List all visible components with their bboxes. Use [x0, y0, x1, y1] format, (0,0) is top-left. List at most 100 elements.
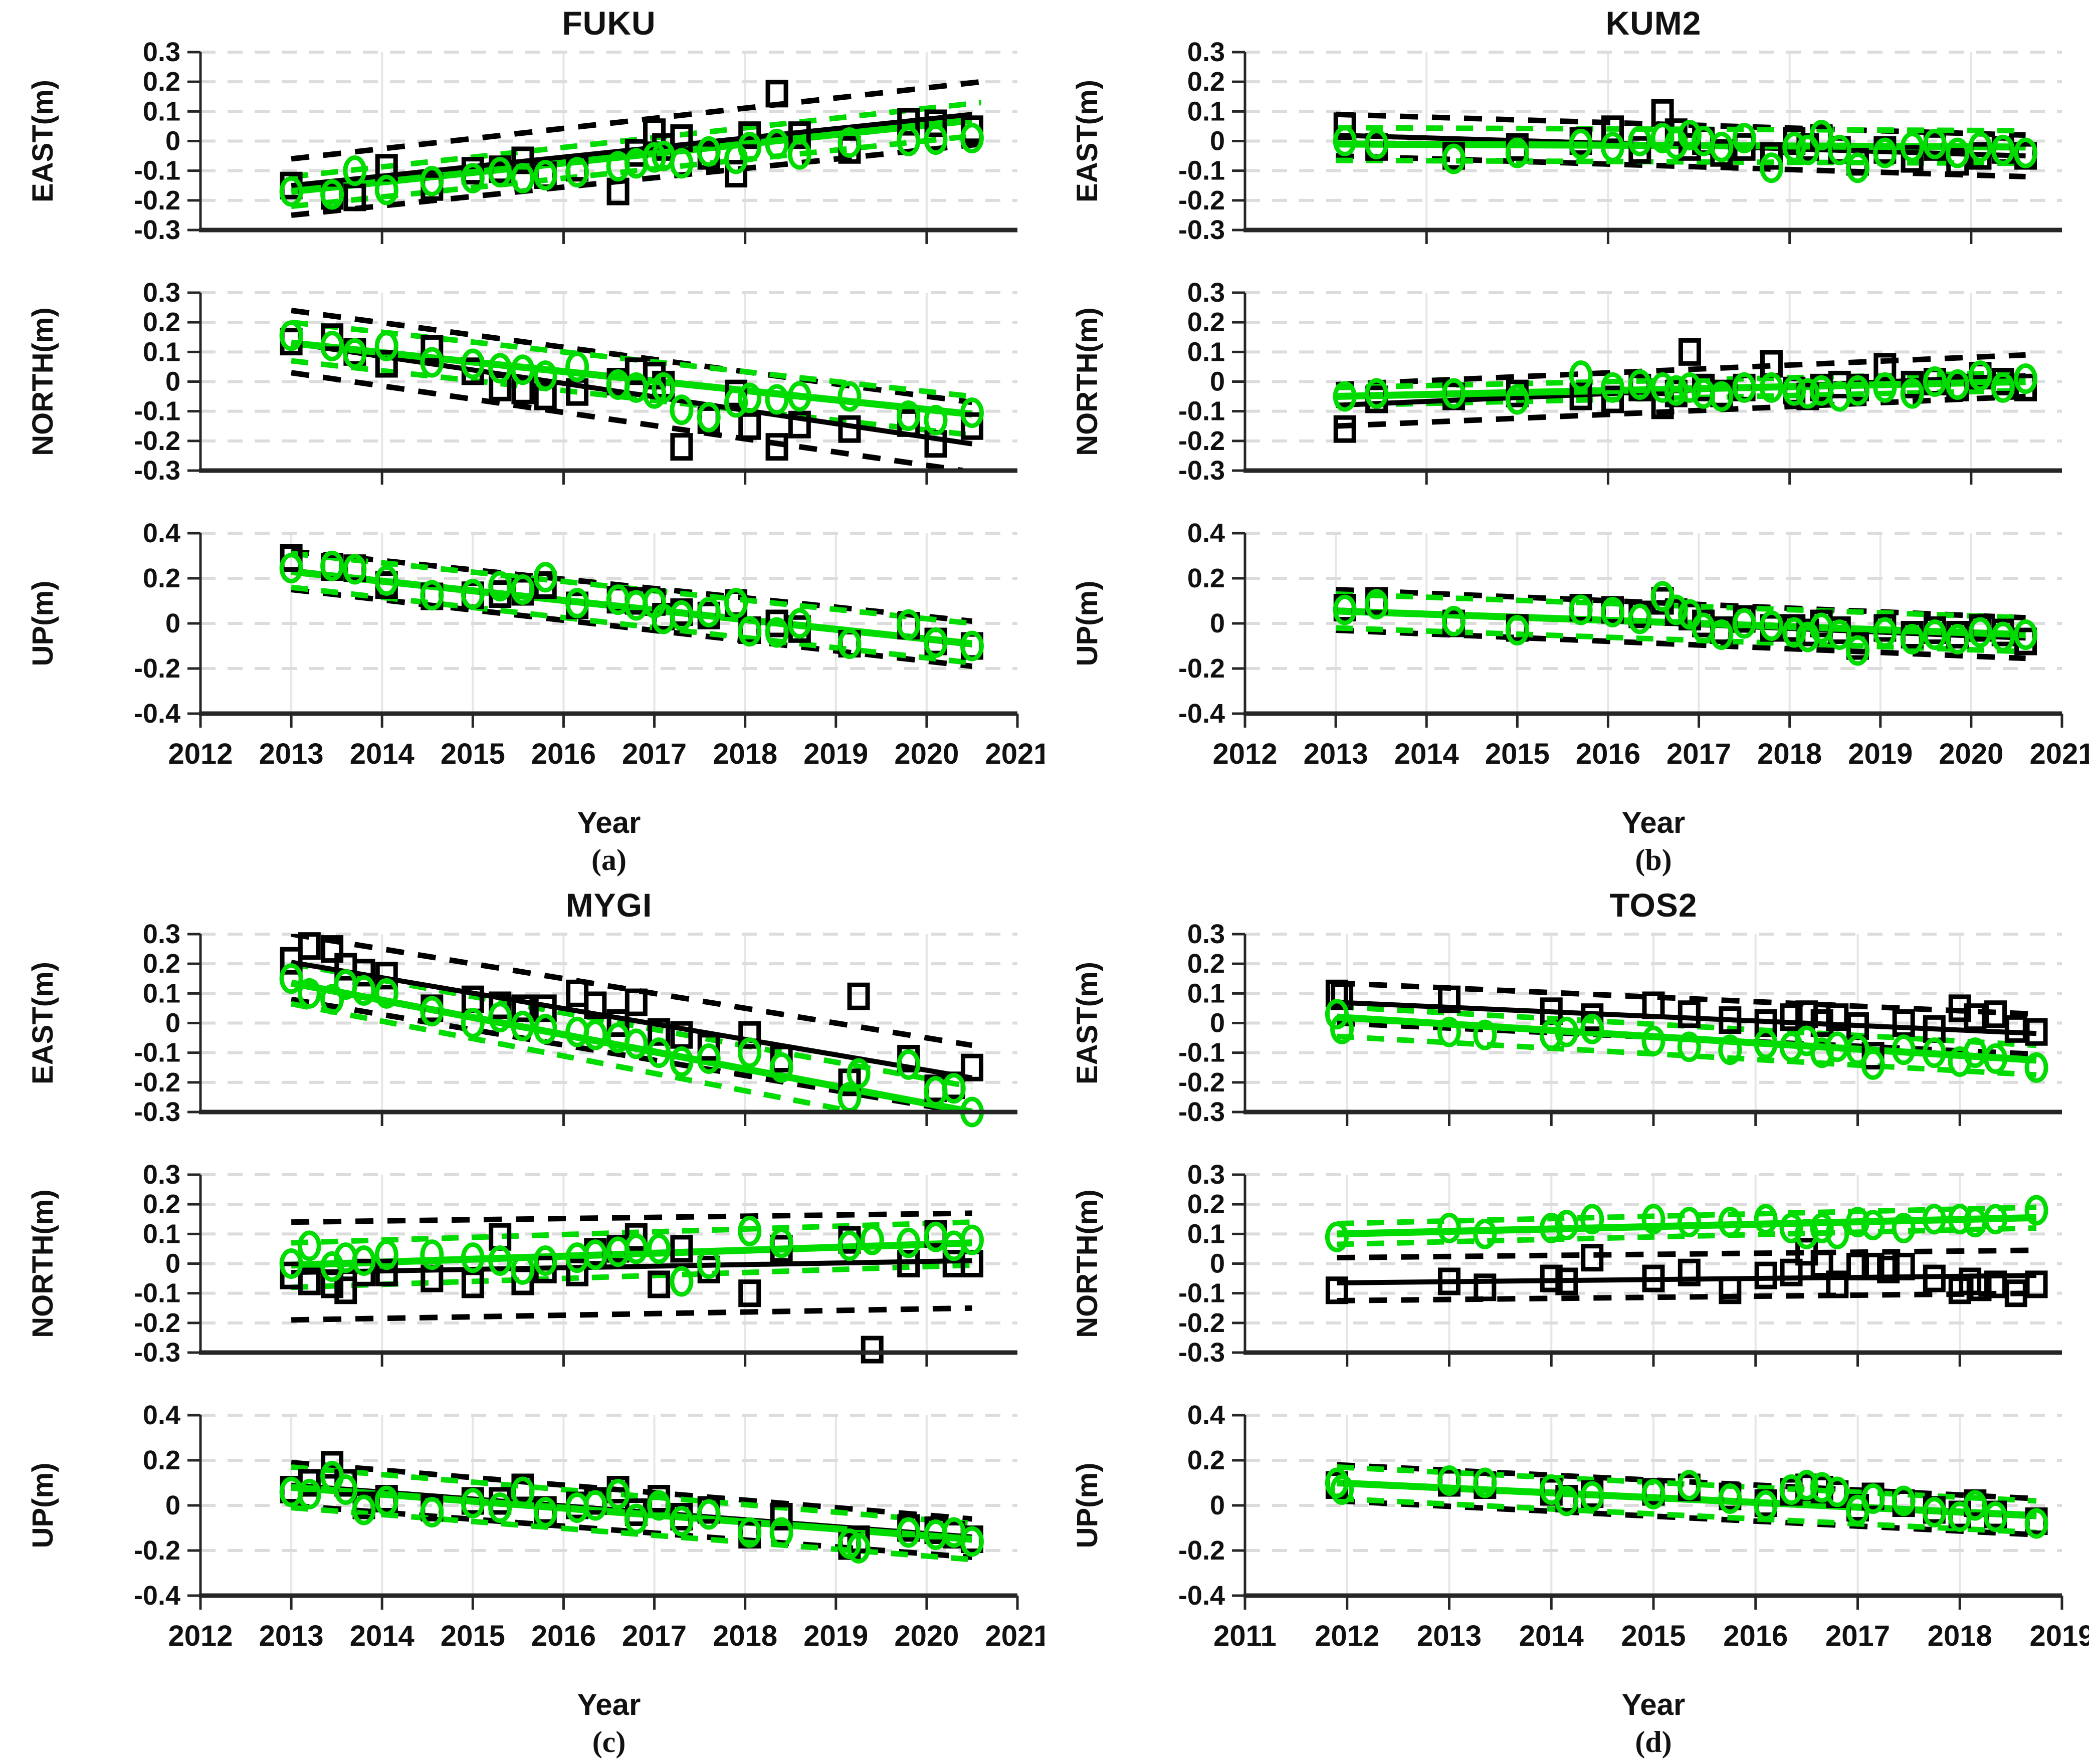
svg-text:2014: 2014 — [1394, 738, 1459, 770]
svg-text:0.2: 0.2 — [143, 949, 180, 979]
svg-text:NORTH(m): NORTH(m) — [1071, 1189, 1104, 1338]
svg-text:-0.3: -0.3 — [1178, 456, 1225, 486]
svg-text:2019: 2019 — [803, 738, 868, 770]
axis-labels: 0.30.20.10-0.1-0.2-0.3 EAST(m) — [27, 42, 180, 245]
axis-labels: 0.30.20.10-0.1-0.2-0.3 EAST(m) — [1071, 924, 1225, 1127]
tos2-east-plot: 0.30.20.10-0.1-0.2-0.3 EAST(m) — [1071, 924, 2062, 1127]
svg-text:2018: 2018 — [1757, 738, 1822, 770]
axes — [1232, 51, 2062, 244]
svg-text:0.3: 0.3 — [143, 1165, 180, 1190]
confidence-and-trend-lines — [1337, 1204, 2037, 1303]
fuku-north-plot: 0.30.20.10-0.1-0.2-0.3 NORTH(m) — [27, 283, 1017, 486]
confidence-and-trend-lines — [1336, 980, 2037, 1078]
svg-text:0.1: 0.1 — [143, 1219, 180, 1249]
gridlines — [200, 1414, 1017, 1597]
svg-text:0.2: 0.2 — [1187, 563, 1225, 593]
svg-text:UP(m): UP(m) — [1071, 581, 1104, 667]
svg-text:-0.4: -0.4 — [1178, 1581, 1225, 1611]
svg-text:0.4: 0.4 — [1187, 1405, 1225, 1430]
svg-text:2012: 2012 — [1315, 1620, 1379, 1652]
svg-text:0: 0 — [165, 126, 180, 156]
svg-text:-0.2: -0.2 — [134, 653, 180, 684]
axes — [187, 1414, 1019, 1610]
svg-text:-0.1: -0.1 — [134, 1038, 180, 1068]
axis-labels: 0.30.20.10-0.1-0.2-0.3 NORTH(m) — [1071, 283, 1225, 486]
svg-text:0: 0 — [165, 1490, 180, 1520]
panel-a: FUKU 0.3 0.2 0.1 0 -0.1 -0.2 -0.3 EAST(m) 0.3 0.2… — [0, 0, 1044, 882]
panel-b: KUM2 0.3 0.2 0.1 0 -0.1 -0.2 -0.3 EAST(m) 0.3 0.2… — [1044, 0, 2089, 882]
svg-text:-0.1: -0.1 — [1178, 1038, 1225, 1068]
svg-text:-0.2: -0.2 — [134, 426, 180, 456]
svg-text:0.3: 0.3 — [1187, 42, 1225, 67]
svg-text:0: 0 — [1210, 1008, 1225, 1038]
svg-text:2015: 2015 — [1485, 738, 1550, 770]
axes — [187, 291, 1017, 485]
svg-text:0.1: 0.1 — [1187, 978, 1225, 1008]
black-square-markers — [1325, 979, 2048, 1070]
axes — [1232, 1414, 2063, 1610]
x-axis-label: Year — [577, 806, 641, 839]
svg-text:EAST(m): EAST(m) — [1071, 80, 1104, 202]
svg-text:2015: 2015 — [441, 738, 505, 770]
svg-text:-0.2: -0.2 — [134, 1067, 180, 1097]
svg-text:0: 0 — [1210, 126, 1225, 156]
svg-text:0.4: 0.4 — [143, 1405, 180, 1430]
axes — [187, 1173, 1017, 1367]
svg-text:0.1: 0.1 — [143, 96, 180, 126]
x-axis-label: Year — [1621, 806, 1686, 839]
panel-c: MYGI 0.3 0.2 0.1 0 -0.1 -0.2 -0.3 EAST(m) 0.3 0.2… — [0, 882, 1044, 1764]
green-circle-markers — [279, 123, 984, 210]
svg-text:0.2: 0.2 — [1187, 67, 1225, 97]
svg-text:-0.4: -0.4 — [134, 1581, 180, 1611]
axes — [187, 532, 1019, 728]
svg-text:-0.3: -0.3 — [134, 1097, 180, 1127]
svg-text:0.3: 0.3 — [1187, 283, 1225, 308]
svg-text:2013: 2013 — [1417, 1620, 1482, 1652]
svg-text:NORTH(m): NORTH(m) — [1071, 307, 1104, 456]
svg-text:2016: 2016 — [531, 738, 596, 770]
svg-text:-0.4: -0.4 — [1178, 699, 1225, 729]
svg-text:-0.2: -0.2 — [1178, 426, 1225, 456]
svg-text:2020: 2020 — [1939, 738, 2003, 770]
svg-text:-0.3: -0.3 — [1178, 1338, 1225, 1368]
svg-text:0.2: 0.2 — [143, 1189, 180, 1219]
green-circle-markers — [279, 1215, 984, 1297]
axis-labels: 0.30.20.10-0.1-0.2-0.3 EAST(m) — [1071, 42, 1225, 245]
green-circle-markers — [279, 550, 984, 662]
svg-text:2014: 2014 — [350, 738, 414, 770]
svg-text:0.2: 0.2 — [143, 67, 180, 97]
axis-labels: 0.30.20.10-0.1-0.2-0.3 NORTH(m) — [27, 283, 180, 486]
svg-text:0.3: 0.3 — [143, 42, 180, 67]
svg-text:0.1: 0.1 — [1187, 1219, 1225, 1249]
x-axis-label: Year — [1621, 1688, 1686, 1721]
svg-text:-0.1: -0.1 — [134, 1278, 180, 1308]
axis-labels: 0.4 0.2 0 -0.2 -0.4 UP(m) 2011 2012 2013 2014 2015… — [1071, 1405, 2089, 1652]
svg-text:0.3: 0.3 — [143, 283, 180, 308]
fuku-east-plot: 0.30.20.10-0.1-0.2-0.3 EAST(m) — [27, 42, 1017, 245]
svg-text:0.1: 0.1 — [1187, 337, 1225, 367]
svg-text:0.2: 0.2 — [143, 1445, 180, 1475]
svg-text:UP(m): UP(m) — [27, 581, 59, 667]
svg-text:-0.3: -0.3 — [1178, 215, 1225, 245]
green-circle-markers — [279, 1461, 984, 1564]
svg-text:2020: 2020 — [894, 1620, 959, 1652]
kum2-east-plot: 0.30.20.10-0.1-0.2-0.3 EAST(m) — [1071, 42, 2062, 245]
kum2-north-plot: 0.30.20.10-0.1-0.2-0.3 NORTH(m) — [1071, 283, 2062, 486]
svg-text:2017: 2017 — [622, 1620, 687, 1652]
green-circle-markers — [1325, 1465, 2048, 1539]
svg-text:0: 0 — [165, 608, 180, 638]
axis-labels: 0.30.20.10-0.1-0.2-0.3 EAST(m) — [27, 924, 180, 1127]
mygi-east-plot: 0.30.20.10-0.1-0.2-0.3 EAST(m) — [27, 924, 1017, 1128]
svg-text:0.3: 0.3 — [1187, 924, 1225, 949]
axis-labels: 0.4 0.2 0 -0.2 -0.4 UP(m) 2012 2013 2014 2015 2016… — [27, 1405, 1044, 1652]
panel-d-subplots: 0.3 0.2 0.1 0 -0.1 -0.2 -0.3 EAST(m) 0.3 0.2 0.1 0-… — [1044, 924, 2089, 1686]
svg-text:-0.1: -0.1 — [134, 156, 180, 186]
svg-text:0.3: 0.3 — [143, 924, 180, 949]
svg-text:2016: 2016 — [531, 1620, 596, 1652]
panel-caption: (d) — [1635, 1725, 1672, 1758]
svg-text:2012: 2012 — [168, 738, 233, 770]
svg-text:-0.3: -0.3 — [134, 456, 180, 486]
svg-text:2017: 2017 — [1825, 1620, 1890, 1652]
x-axis-label: Year — [577, 1688, 641, 1721]
